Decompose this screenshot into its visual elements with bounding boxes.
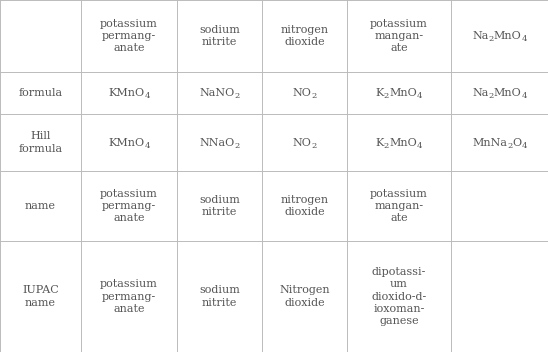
Text: NaNO: NaNO: [199, 88, 235, 98]
Text: potassium
mangan-
ate: potassium mangan- ate: [370, 19, 428, 54]
Text: nitrogen
dioxide: nitrogen dioxide: [281, 25, 328, 47]
Text: MnO: MnO: [389, 88, 417, 98]
Text: Nitrogen
dioxide: Nitrogen dioxide: [279, 285, 330, 308]
Text: MnO: MnO: [494, 88, 522, 98]
Text: 2: 2: [311, 142, 317, 150]
Text: K: K: [375, 88, 384, 98]
Text: dipotassi-
um
dioxido-d-
ioxoman-
ganese: dipotassi- um dioxido-d- ioxoman- ganese: [372, 267, 426, 326]
Text: 2: 2: [235, 142, 239, 150]
Text: IUPAC
name: IUPAC name: [22, 285, 59, 308]
Text: sodium
nitrite: sodium nitrite: [199, 195, 240, 217]
Text: K: K: [375, 138, 384, 147]
Text: MnNa: MnNa: [472, 138, 507, 147]
Text: potassium
mangan-
ate: potassium mangan- ate: [370, 189, 428, 223]
Text: sodium
nitrite: sodium nitrite: [199, 25, 240, 47]
Text: nitrogen
dioxide: nitrogen dioxide: [281, 195, 328, 217]
Text: 4: 4: [522, 142, 527, 150]
Text: 4: 4: [417, 142, 423, 150]
Text: MnO: MnO: [494, 31, 522, 41]
Text: Na: Na: [472, 88, 488, 98]
Text: potassium
permang-
anate: potassium permang- anate: [100, 279, 158, 314]
Text: name: name: [25, 201, 56, 211]
Text: formula: formula: [19, 88, 62, 98]
Text: 2: 2: [507, 142, 512, 150]
Text: 2: 2: [384, 92, 389, 100]
Text: Hill
formula: Hill formula: [19, 131, 62, 154]
Text: 2: 2: [488, 92, 494, 100]
Text: 2: 2: [235, 92, 239, 100]
Text: sodium
nitrite: sodium nitrite: [199, 285, 240, 308]
Text: 4: 4: [522, 35, 527, 43]
Text: 2: 2: [311, 92, 317, 100]
Text: MnO: MnO: [389, 138, 417, 147]
Text: potassium
permang-
anate: potassium permang- anate: [100, 19, 158, 54]
Text: KMnO: KMnO: [109, 88, 144, 98]
Text: NO: NO: [292, 138, 311, 147]
Text: O: O: [512, 138, 522, 147]
Text: 2: 2: [384, 142, 389, 150]
Text: potassium
permang-
anate: potassium permang- anate: [100, 189, 158, 223]
Text: 4: 4: [417, 92, 423, 100]
Text: 2: 2: [488, 35, 494, 43]
Text: 4: 4: [144, 92, 150, 100]
Text: KMnO: KMnO: [109, 138, 144, 147]
Text: NNaO: NNaO: [199, 138, 235, 147]
Text: 4: 4: [522, 92, 527, 100]
Text: 4: 4: [144, 142, 150, 150]
Text: Na: Na: [472, 31, 488, 41]
Text: NO: NO: [292, 88, 311, 98]
